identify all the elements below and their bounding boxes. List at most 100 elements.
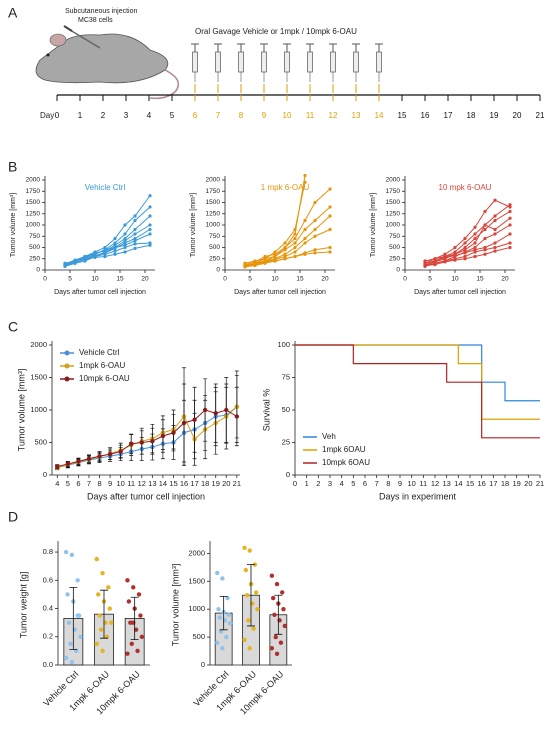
data-point	[125, 578, 130, 583]
x-tick-label: 9	[108, 479, 112, 488]
data-point	[255, 606, 260, 612]
data-point	[328, 245, 332, 250]
data-point	[463, 248, 467, 252]
data-point	[68, 641, 73, 647]
data-point	[242, 545, 247, 550]
data-point	[55, 464, 60, 469]
data-point	[253, 263, 257, 268]
y-tick-label: 500	[29, 244, 40, 251]
timeline-day-label: 4	[147, 111, 152, 120]
x-tick-label: 15	[296, 276, 304, 283]
data-point	[269, 573, 275, 578]
data-point	[423, 261, 427, 265]
data-point	[139, 440, 144, 445]
y-tick-label: 75	[282, 372, 290, 381]
data-point	[433, 259, 437, 263]
data-point	[274, 651, 280, 657]
data-point	[94, 556, 99, 562]
data-point	[453, 254, 457, 258]
data-point	[226, 612, 232, 617]
data-point	[483, 209, 487, 214]
x-tick-label: 5	[351, 479, 355, 488]
y-tick-label: 2000	[386, 177, 401, 184]
series-line	[244, 206, 331, 266]
x-tick-label: 2	[316, 479, 320, 488]
data-point	[93, 255, 97, 259]
data-point	[136, 592, 142, 597]
y-tick-label: 1000	[188, 604, 205, 613]
y-axis-label: Tumor weight [g]	[18, 572, 28, 639]
data-point	[113, 252, 117, 256]
data-point	[303, 241, 307, 245]
mouse-label: Subcutaneous injection	[65, 8, 137, 15]
x-tick-label: 0	[223, 276, 227, 283]
data-point	[247, 548, 252, 553]
data-point	[443, 252, 447, 256]
data-point	[220, 576, 225, 581]
x-tick-label: 20	[501, 276, 509, 283]
y-tick-label: 1750	[386, 188, 401, 195]
x-tick-label: 10	[451, 276, 459, 283]
data-point	[63, 655, 69, 661]
x-tick-label: 12	[431, 479, 439, 488]
timeline-day-label: 6	[193, 111, 198, 120]
data-point	[148, 194, 152, 198]
data-point	[463, 257, 467, 261]
mouse-label: MC38 cells	[78, 17, 113, 24]
legend-marker	[64, 363, 70, 369]
data-point	[69, 659, 75, 665]
data-point	[273, 259, 277, 263]
panel-label: D	[8, 509, 18, 525]
data-point	[493, 241, 497, 245]
data-point	[328, 205, 332, 209]
data-point	[423, 263, 427, 268]
data-point	[66, 620, 72, 625]
data-point	[97, 613, 102, 618]
data-point	[244, 593, 250, 598]
data-point	[109, 620, 114, 625]
y-tick-label: 1000	[386, 222, 401, 229]
legend-label: 10mpk 6OAU	[322, 458, 370, 467]
x-tick-label: 13	[442, 479, 450, 488]
y-tick-label: 750	[29, 233, 40, 240]
y-tick-label: 2000	[188, 548, 205, 557]
data-point	[473, 248, 477, 252]
data-point	[113, 236, 117, 241]
panel-label: C	[8, 319, 18, 335]
x-tick-label: 14	[159, 479, 167, 488]
data-point	[133, 236, 137, 241]
data-point	[129, 441, 134, 446]
data-point	[123, 236, 127, 241]
series-line	[57, 406, 238, 468]
x-tick-label: 8	[97, 479, 101, 488]
data-point	[138, 613, 143, 618]
x-tick-label: 5	[428, 276, 432, 283]
x-tick-label: 0	[293, 479, 297, 488]
timeline-day-label: 9	[262, 111, 267, 120]
timeline-day-label: 14	[375, 111, 384, 120]
x-tick-label: 19	[512, 479, 520, 488]
data-point	[483, 227, 487, 232]
x-tick-label: 3	[328, 479, 332, 488]
y-tick-label: 2000	[26, 177, 41, 184]
data-point	[293, 236, 297, 241]
syringe	[375, 43, 383, 93]
data-point	[313, 248, 317, 252]
data-point	[443, 255, 447, 259]
error-bar	[69, 586, 78, 650]
data-point	[508, 241, 512, 245]
data-point	[328, 250, 332, 254]
data-point	[69, 552, 75, 558]
data-point	[463, 245, 467, 250]
series-line	[57, 406, 238, 469]
data-point	[103, 248, 107, 252]
y-axis-label: Tumor volume [mm³]	[10, 193, 17, 257]
data-point	[93, 252, 97, 256]
y-tick-label: 500	[209, 244, 220, 251]
x-tick-label: 11	[127, 479, 135, 488]
data-point	[483, 248, 487, 252]
data-point	[215, 640, 220, 645]
data-point	[313, 200, 317, 205]
syringe	[283, 43, 291, 93]
data-point	[133, 242, 137, 246]
